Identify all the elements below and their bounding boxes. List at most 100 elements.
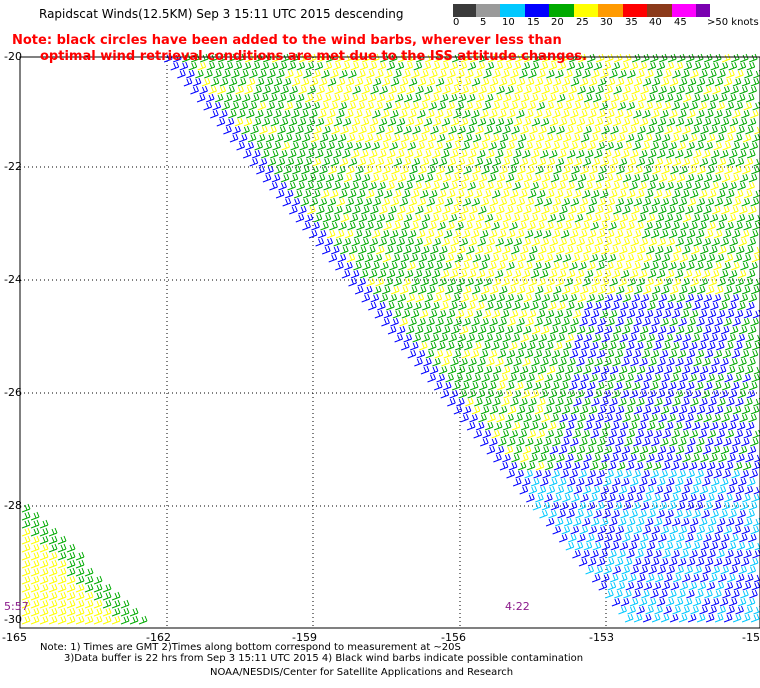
wind-barb: [502, 453, 511, 463]
wind-barb: [651, 525, 661, 535]
wind-barb: [102, 607, 112, 617]
wind-barb: [410, 309, 420, 319]
wind-barb: [526, 341, 536, 351]
wind-barb: [732, 613, 742, 623]
wind-barb: [39, 575, 49, 585]
wind-barb: [660, 613, 670, 623]
wind-barb: [374, 221, 383, 231]
wind-barb: [678, 437, 687, 447]
wind-barb: [563, 429, 573, 439]
wind-barb: [554, 101, 564, 111]
wind-barb: [120, 599, 130, 609]
wind-barb: [663, 245, 673, 255]
wind-barb: [720, 237, 730, 247]
wind-barb: [623, 141, 633, 151]
wind-barb: [752, 221, 760, 231]
wind-barb: [714, 109, 723, 119]
wind-barb: [488, 141, 498, 151]
wind-barb: [342, 237, 352, 247]
wind-barb: [519, 245, 529, 255]
wind-barb: [688, 373, 697, 383]
wind-barb: [591, 69, 600, 79]
wind-barb: [424, 85, 433, 95]
wind-barb: [368, 301, 377, 311]
wind-barb: [440, 181, 449, 191]
wind-barb: [730, 533, 739, 543]
wind-barb: [375, 277, 384, 287]
wind-barb: [752, 189, 760, 199]
wind-barb: [572, 309, 582, 319]
wind-barb: [539, 301, 548, 311]
wind-barb: [614, 349, 624, 359]
wind-barb: [582, 277, 591, 287]
wind-barb: [397, 85, 406, 95]
wind-barb: [475, 213, 485, 223]
wind-barb: [571, 165, 580, 175]
wind-barb: [541, 173, 551, 183]
wind-barb: [595, 501, 605, 511]
wind-barb: [311, 189, 321, 199]
wind-barb: [292, 165, 301, 175]
wind-barb: [422, 149, 432, 159]
wind-barb: [359, 181, 368, 191]
wind-barb: [550, 293, 560, 303]
wind-barb: [466, 333, 476, 343]
wind-barb: [570, 109, 579, 119]
wind-barb: [656, 149, 666, 159]
wind-barb: [524, 349, 534, 359]
wind-barb: [632, 349, 642, 359]
wind-barb: [339, 157, 349, 167]
wind-barb: [539, 149, 549, 159]
wind-barb: [593, 181, 602, 191]
wind-barb: [672, 365, 682, 375]
wind-barb: [349, 93, 359, 103]
wind-barb: [683, 181, 692, 191]
wind-barb: [318, 109, 327, 119]
wind-barb: [500, 189, 510, 199]
wind-barb: [295, 213, 305, 223]
wind-barb: [645, 573, 655, 583]
wind-barb: [709, 93, 719, 103]
wind-barb: [21, 591, 31, 601]
wind-barb: [550, 205, 559, 215]
wind-barb: [458, 181, 467, 191]
wind-barb: [716, 309, 726, 319]
wind-barb: [423, 237, 433, 247]
wind-barb: [631, 533, 640, 543]
wind-barb: [744, 157, 754, 167]
wind-barb: [389, 229, 399, 239]
wind-barb: [539, 269, 549, 279]
wind-barb: [467, 61, 477, 71]
wind-barb: [618, 277, 627, 287]
wind-barb: [236, 141, 246, 151]
wind-barb: [751, 165, 760, 175]
wind-barb: [566, 301, 575, 311]
wind-barb: [528, 365, 538, 375]
wind-barb: [734, 429, 744, 439]
wind-barb: [626, 221, 635, 231]
wind-barb: [609, 245, 619, 255]
wind-barb: [699, 573, 709, 583]
wind-barb: [680, 189, 690, 199]
wind-barb: [696, 613, 706, 623]
wind-barb: [469, 173, 479, 183]
wind-barb: [474, 365, 484, 375]
wind-barb: [380, 229, 390, 239]
wind-barb: [728, 389, 738, 399]
wind-barb: [534, 437, 543, 447]
wind-barb: [472, 373, 481, 383]
wind-barb: [263, 141, 273, 151]
legend-label: 20: [551, 17, 564, 28]
wind-barb: [410, 101, 420, 111]
wind-barb: [746, 61, 756, 71]
wind-barb: [344, 229, 354, 239]
wind-barb: [660, 109, 669, 119]
wind-barb: [650, 261, 659, 271]
wind-barb: [345, 77, 355, 87]
wind-barb: [354, 197, 364, 207]
wind-barb: [753, 397, 760, 407]
wind-barb: [531, 117, 541, 127]
wind-barb: [730, 173, 740, 183]
wind-barb: [245, 141, 255, 151]
wind-barb: [680, 221, 689, 231]
